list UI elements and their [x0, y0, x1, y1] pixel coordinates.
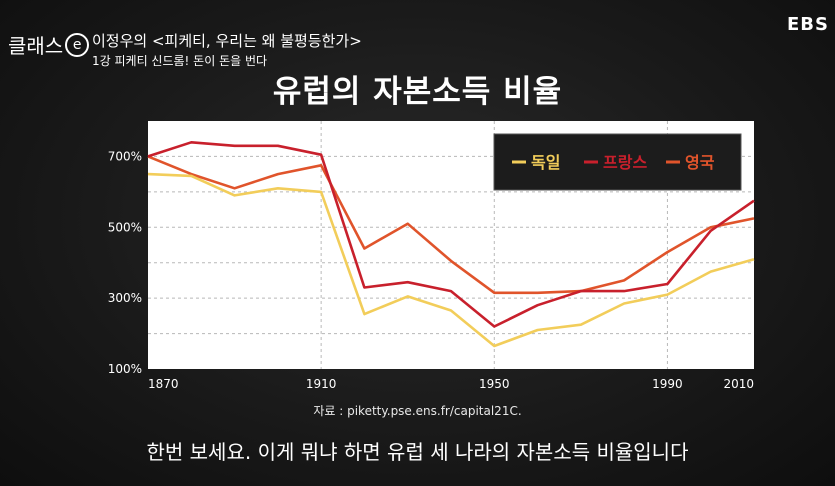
y-tick-label: 500% [108, 220, 142, 234]
legend-box [493, 133, 742, 191]
y-tick-label: 100% [108, 362, 142, 376]
x-tick-label: 1990 [652, 377, 683, 391]
legend-swatch [666, 160, 680, 164]
lecture-title: 1강 피케티 신드롬! 돈이 돈을 번다 [92, 54, 268, 68]
brand-e-icon: e [65, 32, 90, 57]
brand-text: 클래스 [8, 34, 64, 58]
x-tick-label: 2010 [723, 377, 754, 391]
y-tick-label: 700% [108, 149, 142, 163]
x-tick-label: 1870 [148, 377, 179, 391]
legend-label: 프랑스 [603, 153, 647, 172]
video-subtitle: 한번 보세요. 이게 뭐냐 하면 유럽 세 나라의 자본소득 비율입니다 [146, 440, 689, 464]
x-tick-label: 1950 [479, 377, 510, 391]
broadcaster-logo: EBS [787, 14, 829, 35]
series-title: 이정우의 <피케티, 우리는 왜 불평등한가> [92, 32, 362, 50]
brand-logo: 클래스 e [8, 30, 90, 59]
legend-label: 독일 [531, 153, 560, 172]
series-line-2 [147, 141, 755, 328]
legend-label: 영국 [685, 153, 715, 172]
chart-title: 유럽의 자본소득 비율 [272, 74, 563, 110]
y-tick-label: 300% [108, 291, 142, 305]
series-line-1 [147, 172, 755, 348]
legend-swatch [512, 160, 526, 164]
x-tick-label: 1910 [306, 377, 337, 391]
series-line-3 [147, 155, 755, 295]
source-note: 자료 : piketty.pse.ens.fr/capital21C. [313, 404, 522, 418]
legend-swatch [584, 160, 598, 164]
